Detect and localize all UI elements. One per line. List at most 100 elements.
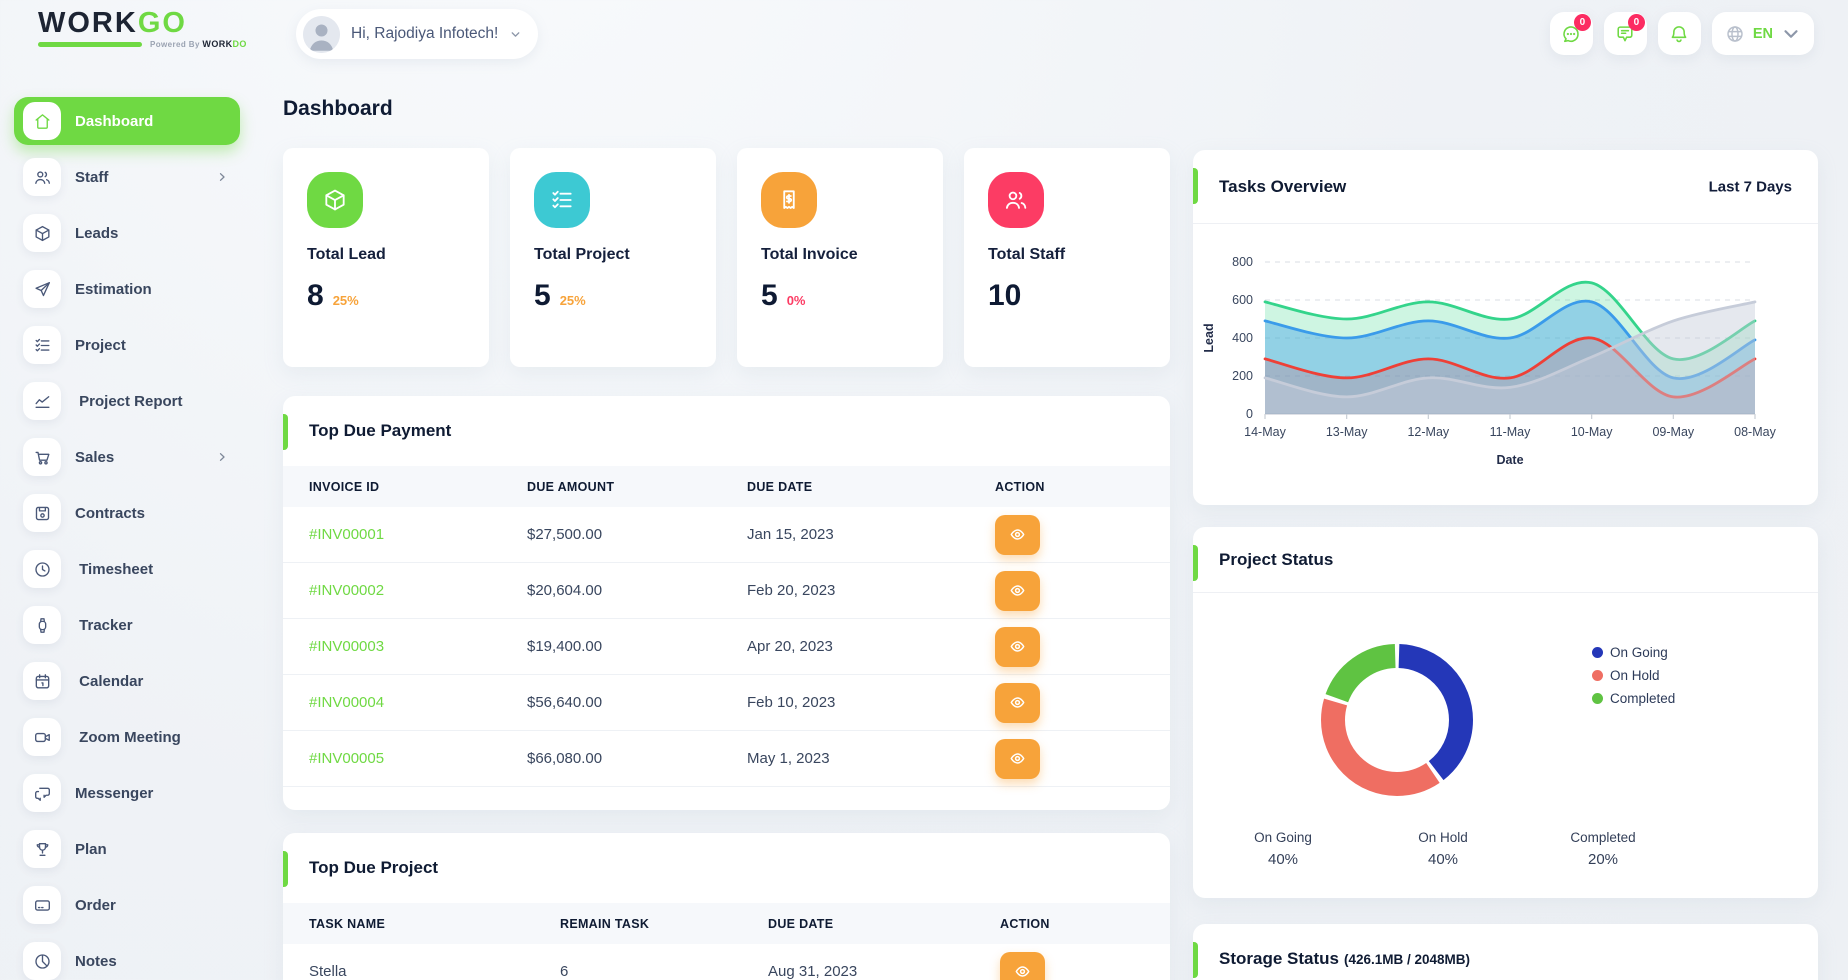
logo-primary: WORK bbox=[38, 7, 138, 39]
sidebar-item-contracts[interactable]: Contracts bbox=[14, 489, 240, 537]
legend-label: On Hold bbox=[1610, 668, 1660, 683]
card-header: Top Due Project bbox=[283, 833, 1170, 903]
svg-text:11-May: 11-May bbox=[1490, 425, 1532, 439]
stat-card-total-project: Total Project 5 25% bbox=[510, 148, 716, 367]
eye-icon bbox=[1009, 694, 1026, 711]
view-action-button[interactable] bbox=[995, 626, 1040, 667]
payment-cell-2: $66,080.00 bbox=[527, 750, 603, 767]
payment-cell-1[interactable]: #INV00005 bbox=[309, 750, 385, 767]
series-red-line bbox=[1263, 336, 1757, 399]
cart-icon bbox=[23, 438, 61, 476]
view-action-button[interactable] bbox=[995, 514, 1040, 555]
svg-text:800: 800 bbox=[1232, 255, 1253, 269]
sidebar-item-project-report[interactable]: Project Report bbox=[14, 377, 240, 425]
payment-cell-1[interactable]: #INV00001 bbox=[309, 526, 385, 543]
payment-row: #INV00005 $66,080.00 May 1, 2023 bbox=[283, 731, 1170, 787]
language-selector[interactable]: EN bbox=[1711, 12, 1814, 55]
payment-cell-2: $27,500.00 bbox=[527, 526, 603, 543]
column-header-action: ACTION bbox=[995, 479, 1045, 494]
status-stat-on-hold: On Hold 40% bbox=[1363, 830, 1523, 868]
card-icon bbox=[23, 886, 61, 924]
payment-cell-3: May 1, 2023 bbox=[747, 750, 830, 767]
card-header: Tasks Overview Last 7 Days bbox=[1193, 150, 1818, 223]
donut-stats: On Going 40% On Hold 40% Completed 20% bbox=[1203, 830, 1683, 868]
card-header: Project Status bbox=[1193, 527, 1818, 592]
trend-chart-icon bbox=[23, 382, 61, 420]
notifications-button[interactable] bbox=[1657, 12, 1701, 55]
legend-dot bbox=[1592, 670, 1603, 681]
sidebar-item-plan[interactable]: Plan bbox=[14, 825, 240, 873]
floppy-icon bbox=[23, 494, 61, 532]
status-stat-value: 40% bbox=[1267, 851, 1299, 868]
sidebar-item-messenger[interactable]: Messenger bbox=[14, 769, 240, 817]
view-action-button[interactable] bbox=[995, 738, 1040, 779]
sidebar-item-staff[interactable]: Staff bbox=[14, 153, 240, 201]
sidebar-item-order[interactable]: Order bbox=[14, 881, 240, 929]
cube-icon bbox=[307, 172, 363, 228]
svg-text:10-May: 10-May bbox=[1571, 425, 1613, 439]
topbar-actions: 0 0 EN bbox=[1549, 12, 1814, 55]
stat-card-total-staff: Total Staff 10 bbox=[964, 148, 1170, 367]
payment-cell-3: Apr 20, 2023 bbox=[747, 638, 833, 655]
sidebar-item-tracker[interactable]: Tracker bbox=[14, 601, 240, 649]
messages-button[interactable]: 0 bbox=[1603, 12, 1647, 55]
svg-text:400: 400 bbox=[1232, 331, 1253, 345]
sidebar-item-leads[interactable]: Leads bbox=[14, 209, 240, 257]
svg-text:0: 0 bbox=[1246, 407, 1253, 421]
sidebar-item-sales[interactable]: Sales bbox=[14, 433, 240, 481]
message-square-icon bbox=[1614, 23, 1636, 45]
view-action-button[interactable] bbox=[995, 570, 1040, 611]
payment-cell-2: $56,640.00 bbox=[527, 694, 603, 711]
logo-tagline: Powered By WORKDO bbox=[150, 39, 247, 49]
sidebar-item-timesheet[interactable]: Timesheet bbox=[14, 545, 240, 593]
stat-value: 10 bbox=[988, 279, 1022, 312]
sidebar-item-zoom-meeting[interactable]: Zoom Meeting bbox=[14, 713, 240, 761]
payment-cell-1[interactable]: #INV00002 bbox=[309, 582, 385, 599]
payment-cell-1[interactable]: #INV00003 bbox=[309, 638, 385, 655]
chat-button[interactable]: 0 bbox=[1549, 12, 1593, 55]
user-menu[interactable]: Hi, Rajodiya Infotech! bbox=[296, 9, 539, 59]
payments-table-body: #INV00001 $27,500.00 Jan 15, 2023 #INV00002… bbox=[283, 507, 1170, 787]
task-list-icon bbox=[534, 172, 590, 228]
stat-label: Total Staff bbox=[988, 246, 1066, 263]
column-header-remain-task: REMAIN TASK bbox=[560, 916, 650, 931]
svg-text:Lead: Lead bbox=[1202, 323, 1216, 352]
legend-item-on-going: On Going bbox=[1592, 645, 1675, 660]
logo-secondary: GO bbox=[137, 7, 187, 39]
legend-item-on-hold: On Hold bbox=[1592, 668, 1675, 683]
series-blue-line bbox=[1263, 299, 1757, 380]
legend-dot bbox=[1592, 693, 1603, 704]
card-title: Project Status bbox=[1219, 549, 1334, 569]
payment-cell-3: Feb 10, 2023 bbox=[747, 694, 836, 711]
svg-text:09-May: 09-May bbox=[1652, 425, 1694, 439]
sidebar-item-label: Notes bbox=[75, 952, 117, 970]
payment-cell-3: Jan 15, 2023 bbox=[747, 526, 834, 543]
view-action-button[interactable] bbox=[995, 682, 1040, 723]
workgo-logo: WORKGO Powered By WORKDO bbox=[38, 8, 247, 49]
language-label: EN bbox=[1752, 25, 1773, 42]
payment-cell-1[interactable]: #INV00004 bbox=[309, 694, 385, 711]
card-title: Storage Status (426.1MB / 2048MB) bbox=[1219, 949, 1471, 968]
pie-icon bbox=[23, 942, 61, 980]
donut-slice-on-going bbox=[1321, 644, 1473, 796]
projects-table-header: TASK NAME REMAIN TASK DUE DATE ACTION bbox=[283, 903, 1170, 944]
invoice-icon bbox=[761, 172, 817, 228]
sidebar-item-estimation[interactable]: Estimation bbox=[14, 265, 240, 313]
globe-icon bbox=[1724, 23, 1746, 45]
sidebar-item-label: Timesheet bbox=[75, 560, 154, 578]
column-header-due-date: DUE DATE bbox=[768, 916, 834, 931]
sidebar-item-dashboard[interactable]: Dashboard bbox=[14, 97, 240, 145]
view-action-button[interactable] bbox=[1000, 951, 1045, 980]
users-icon bbox=[988, 172, 1044, 228]
tasks-overview-card: Tasks Overview Last 7 Days 0 200 400 600 800… bbox=[1193, 150, 1818, 505]
sidebar-item-notes[interactable]: Notes bbox=[14, 937, 240, 980]
stat-cards-row: Total Lead 8 25% Total Project 5 25% Total Inv… bbox=[283, 148, 1170, 367]
eye-icon bbox=[1014, 963, 1031, 980]
sidebar-item-calendar[interactable]: Calendar bbox=[14, 657, 240, 705]
stat-label: Total Project bbox=[534, 246, 630, 263]
divider bbox=[1193, 592, 1818, 593]
column-header-due-date: DUE DATE bbox=[747, 479, 813, 494]
column-header-invoice-id: INVOICE ID bbox=[309, 479, 380, 494]
sidebar-item-project[interactable]: Project bbox=[14, 321, 240, 369]
chevron-down-icon bbox=[509, 28, 522, 41]
